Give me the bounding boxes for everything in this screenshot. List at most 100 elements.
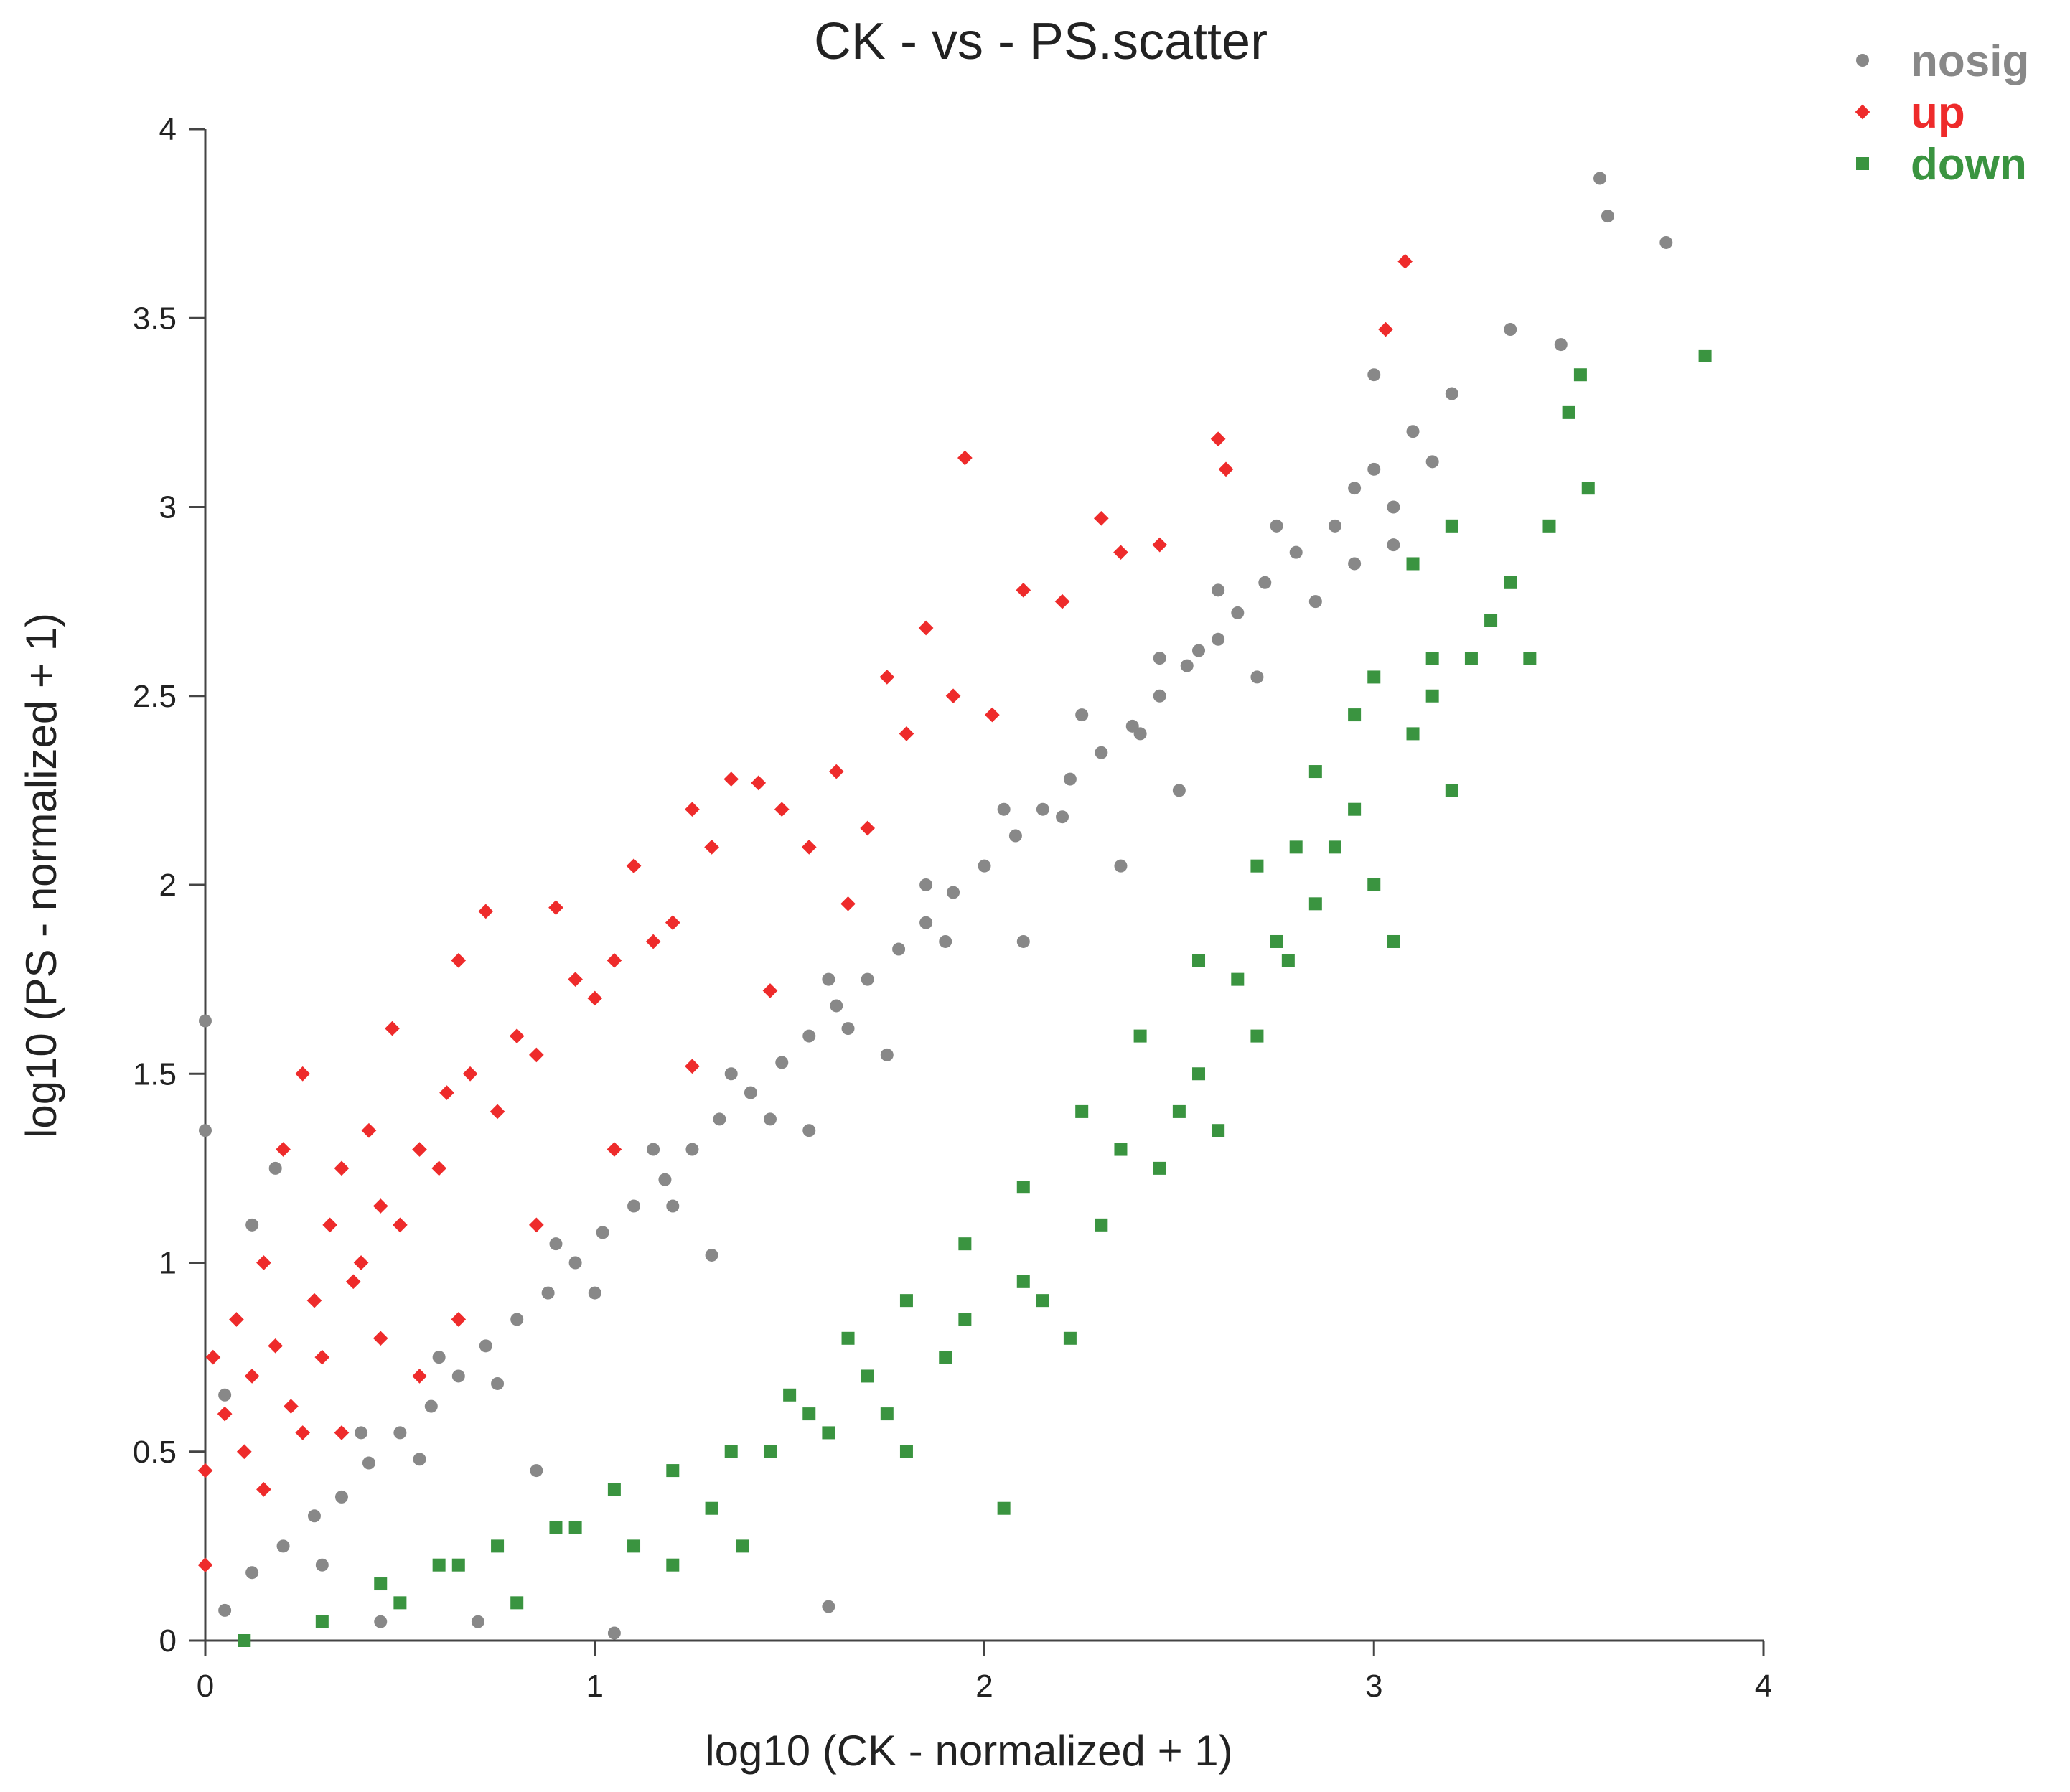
- point-down: [1075, 1104, 1089, 1118]
- point-down: [1036, 1294, 1049, 1308]
- point-down: [1063, 1331, 1077, 1345]
- point-nosig: [607, 1626, 621, 1640]
- point-up: [322, 1217, 338, 1233]
- point-nosig: [199, 1124, 212, 1137]
- y-tick-label: 2: [159, 868, 177, 903]
- y-tick-label: 3: [159, 490, 177, 525]
- point-down: [1562, 405, 1575, 419]
- point-up: [268, 1338, 284, 1354]
- point-nosig: [355, 1426, 368, 1440]
- point-up: [1218, 461, 1234, 477]
- point-down: [861, 1369, 874, 1383]
- point-nosig: [1172, 784, 1186, 797]
- point-nosig: [276, 1539, 290, 1553]
- series-up: [197, 253, 1413, 1573]
- point-up: [1016, 582, 1031, 598]
- point-up: [244, 1369, 260, 1384]
- point-nosig: [362, 1456, 375, 1470]
- point-up: [284, 1399, 299, 1414]
- point-nosig: [1387, 538, 1400, 552]
- point-nosig: [1425, 455, 1439, 469]
- data-points: [197, 172, 1712, 1647]
- point-up: [1210, 431, 1226, 447]
- y-tick-label: 0: [159, 1623, 177, 1659]
- point-nosig: [830, 999, 843, 1013]
- point-nosig: [1659, 235, 1673, 249]
- x-tick-label: 3: [1365, 1669, 1382, 1704]
- point-up: [607, 952, 622, 968]
- point-up: [957, 450, 973, 466]
- point-down: [1484, 614, 1498, 627]
- point-down: [393, 1596, 407, 1610]
- point-up: [306, 1293, 322, 1308]
- point-nosig: [841, 1022, 855, 1036]
- point-nosig: [1601, 210, 1614, 223]
- point-down: [451, 1558, 465, 1572]
- y-tick-label: 1: [159, 1246, 177, 1281]
- point-up: [945, 688, 961, 704]
- series-down: [238, 349, 1712, 1647]
- legend-marker-up: [1855, 104, 1870, 120]
- point-up: [205, 1349, 221, 1365]
- point-down: [1445, 784, 1458, 797]
- point-down: [1367, 670, 1381, 684]
- point-nosig: [491, 1376, 505, 1390]
- point-down: [1281, 954, 1295, 967]
- point-up: [256, 1482, 271, 1497]
- legend-label-nosig: nosig: [1911, 37, 2029, 86]
- point-down: [1367, 878, 1381, 891]
- chart-title: CK - vs - PS.scatter: [814, 13, 1268, 70]
- point-down: [1153, 1161, 1166, 1175]
- point-nosig: [822, 972, 835, 986]
- point-down: [1406, 727, 1420, 741]
- point-down: [666, 1464, 680, 1478]
- point-nosig: [647, 1143, 660, 1156]
- point-nosig: [939, 934, 952, 948]
- point-up: [568, 972, 583, 987]
- point-nosig: [596, 1226, 609, 1239]
- point-down: [1387, 934, 1400, 948]
- point-nosig: [763, 1112, 777, 1126]
- legend-label-down: down: [1911, 140, 2027, 189]
- point-nosig: [775, 1056, 789, 1069]
- x-tick-label: 1: [586, 1669, 604, 1704]
- point-nosig: [1114, 859, 1128, 873]
- point-down: [627, 1539, 641, 1553]
- point-down: [666, 1558, 680, 1572]
- point-up: [412, 1369, 427, 1384]
- point-up: [478, 904, 494, 919]
- point-nosig: [315, 1558, 329, 1572]
- point-down: [939, 1351, 952, 1364]
- point-nosig: [947, 886, 960, 899]
- point-up: [295, 1066, 311, 1082]
- point-up: [412, 1142, 427, 1157]
- point-down: [880, 1407, 894, 1421]
- y-tick-label: 2.5: [133, 679, 177, 714]
- point-nosig: [1554, 338, 1568, 352]
- point-nosig: [861, 972, 874, 986]
- point-down: [510, 1596, 524, 1610]
- point-nosig: [1445, 387, 1458, 400]
- point-down: [1172, 1104, 1186, 1118]
- point-nosig: [1056, 810, 1069, 824]
- point-up: [361, 1122, 377, 1138]
- point-down: [1016, 1275, 1030, 1288]
- point-down: [549, 1521, 563, 1534]
- point-nosig: [374, 1615, 388, 1628]
- point-up: [276, 1142, 291, 1157]
- point-nosig: [1153, 652, 1166, 665]
- point-up: [801, 840, 817, 855]
- y-tick-label: 3.5: [133, 301, 177, 336]
- point-nosig: [1008, 829, 1022, 843]
- point-nosig: [451, 1369, 465, 1383]
- y-tick-label: 0.5: [133, 1435, 177, 1470]
- point-down: [802, 1407, 816, 1421]
- point-down: [238, 1634, 251, 1647]
- point-nosig: [432, 1351, 446, 1364]
- point-down: [763, 1445, 777, 1458]
- point-down: [1523, 652, 1537, 665]
- point-up: [704, 840, 719, 855]
- point-nosig: [1308, 595, 1322, 609]
